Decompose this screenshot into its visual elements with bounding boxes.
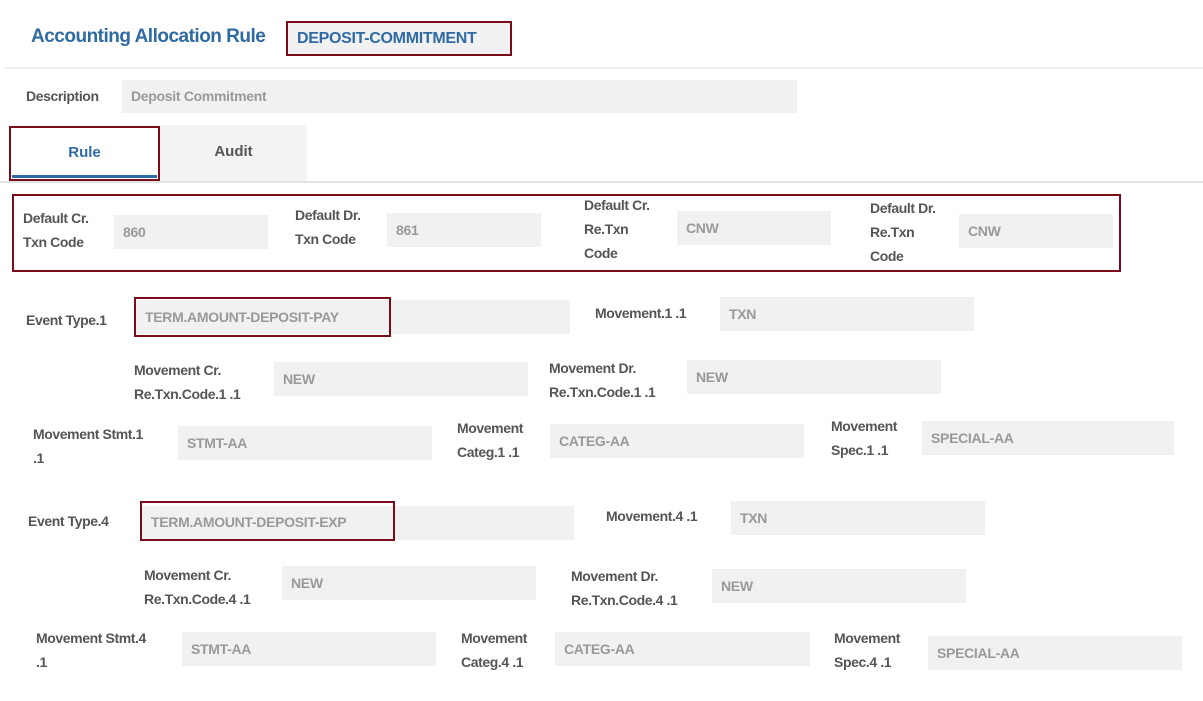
event-type-1-value: TERM.AMOUNT-DEPOSIT-PAY: [134, 297, 391, 337]
movement-stmt-4-label: Movement Stmt.4 .1: [36, 630, 146, 670]
default-dr-txn-code-label: Default Dr. Txn Code: [295, 207, 361, 247]
tab-audit[interactable]: Audit: [160, 125, 307, 181]
tab-rule-label: Rule: [68, 144, 101, 161]
movement-categ-4-field[interactable]: CATEG-AA: [555, 632, 810, 666]
event-type-1-label: Event Type.1: [26, 312, 107, 328]
default-dr-retxn-code-label: Default Dr. Re.Txn Code: [870, 200, 936, 264]
movement-stmt-1-label: Movement Stmt.1 .1: [33, 426, 143, 466]
movement-4-label: Movement.4 .1: [606, 508, 698, 524]
movement-spec-4-label: Movement Spec.4 .1: [834, 630, 901, 670]
description-label: Description: [26, 88, 99, 104]
default-codes-highlight: [12, 194, 1121, 272]
description-field[interactable]: Deposit Commitment: [122, 80, 797, 113]
active-tab-indicator: [12, 175, 157, 178]
movement-stmt-4-field[interactable]: STMT-AA: [182, 632, 436, 666]
default-cr-txn-code-label: Default Cr. Txn Code: [23, 210, 89, 250]
movement-dr-1-label: Movement Dr. Re.Txn.Code.1 .1: [549, 360, 656, 400]
movement-dr-4-field[interactable]: NEW: [712, 569, 966, 603]
movement-spec-4-field[interactable]: SPECIAL-AA: [928, 636, 1182, 670]
movement-cr-1-field[interactable]: NEW: [274, 362, 528, 396]
tab-rule[interactable]: Rule: [9, 126, 160, 181]
default-cr-retxn-code-field[interactable]: CNW: [677, 211, 831, 245]
movement-cr-4-label: Movement Cr. Re.Txn.Code.4 .1: [144, 567, 251, 607]
divider: [5, 67, 1203, 69]
movement-1-field[interactable]: TXN: [720, 297, 974, 331]
movement-dr-4-label: Movement Dr. Re.Txn.Code.4 .1: [571, 568, 678, 608]
movement-spec-1-field[interactable]: SPECIAL-AA: [922, 421, 1174, 455]
movement-cr-1-label: Movement Cr. Re.Txn.Code.1 .1: [134, 362, 241, 402]
movement-dr-1-field[interactable]: NEW: [687, 360, 941, 394]
movement-stmt-1-field[interactable]: STMT-AA: [178, 426, 432, 460]
movement-cr-4-field[interactable]: NEW: [282, 566, 536, 600]
record-id: DEPOSIT-COMMITMENT: [286, 21, 512, 56]
default-dr-txn-code-field[interactable]: 861: [387, 213, 541, 247]
default-cr-txn-code-field[interactable]: 860: [114, 215, 268, 249]
default-cr-retxn-code-label: Default Cr. Re.Txn Code: [584, 197, 650, 261]
movement-categ-1-field[interactable]: CATEG-AA: [550, 424, 804, 458]
movement-1-label: Movement.1 .1: [595, 305, 687, 321]
page-title: Accounting Allocation Rule: [31, 26, 266, 47]
event-type-4-value: TERM.AMOUNT-DEPOSIT-EXP: [140, 501, 395, 541]
default-dr-retxn-code-field[interactable]: CNW: [959, 214, 1113, 248]
movement-categ-4-label: Movement Categ.4 .1: [461, 630, 528, 670]
event-type-4-label: Event Type.4: [28, 513, 109, 529]
movement-spec-1-label: Movement Spec.1 .1: [831, 418, 898, 458]
event-type-4-field[interactable]: [140, 506, 574, 540]
movement-categ-1-label: Movement Categ.1 .1: [457, 420, 524, 460]
tab-divider: [0, 181, 1203, 183]
event-type-1-field[interactable]: [134, 300, 570, 334]
movement-4-field[interactable]: TXN: [731, 501, 985, 535]
